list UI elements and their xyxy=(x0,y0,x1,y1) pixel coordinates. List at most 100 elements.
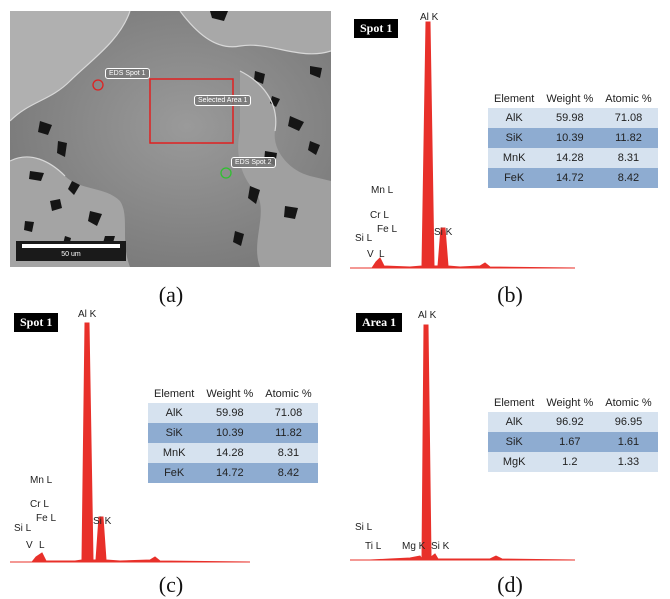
peak-label-mn-l: Mn L xyxy=(371,185,394,196)
peak-label-v: V xyxy=(367,249,374,260)
eds-spectrum-c: Spot 1 Al K Si K Mn L Cr L Fe L Si L V L… xyxy=(10,305,340,567)
peak-label-si-l: Si L xyxy=(14,523,32,534)
table-row: AlK 59.98 71.08 xyxy=(488,108,658,128)
column-header: Weight % xyxy=(546,93,594,105)
spectrum-badge: Area 1 xyxy=(356,313,403,332)
table-cell: 96.92 xyxy=(540,412,600,432)
spectrum-badge: Spot 1 xyxy=(354,19,399,38)
sem-micrograph: EDS Spot 1 Selected Area 1 EDS Spot 2 50… xyxy=(10,11,331,267)
column-header: Atomic % xyxy=(265,388,312,400)
peak-label-al-k: Al K xyxy=(78,309,97,320)
eds-spot-1-marker xyxy=(92,79,104,91)
table-cell: 59.98 xyxy=(540,108,600,128)
table-cell: FeK xyxy=(488,168,541,188)
column-header: Weight % xyxy=(546,397,594,409)
table-cell: SiK xyxy=(488,432,541,452)
spectrum-plot xyxy=(350,21,576,269)
table-row: SiK 10.39 11.82 xyxy=(148,423,318,443)
table-cell: 1.67 xyxy=(540,432,600,452)
table-cell: MnK xyxy=(148,443,201,463)
table-cell: 71.08 xyxy=(599,108,658,128)
table-row: AlK 96.92 96.95 xyxy=(488,412,658,432)
table-cell: 8.42 xyxy=(599,168,658,188)
table-header-row: Element Weight % Atomic % xyxy=(148,388,318,403)
table-cell: 10.39 xyxy=(540,128,600,148)
table-cell: SiK xyxy=(488,128,541,148)
table-cell: AlK xyxy=(488,412,541,432)
table-cell: 8.31 xyxy=(599,148,658,168)
scale-bar-label: 50 um xyxy=(61,251,81,258)
eds-spectrum-b: Spot 1 Al K Si K Mn L Cr L Fe L Si L V L… xyxy=(350,0,670,275)
table-cell: 14.28 xyxy=(540,148,600,168)
table-cell: 10.39 xyxy=(200,423,260,443)
peak-label-mn-l: Mn L xyxy=(30,475,53,486)
eds-spot-2-label: EDS Spot 2 xyxy=(231,157,276,168)
table-row: MgK 1.2 1.33 xyxy=(488,452,658,472)
peak-label-mg-k: Mg K xyxy=(402,541,426,552)
table-cell: 59.98 xyxy=(200,403,260,423)
peak-label-al-k: Al K xyxy=(418,310,437,321)
table-cell: 11.82 xyxy=(259,423,318,443)
column-header: Weight % xyxy=(206,388,254,400)
column-header: Atomic % xyxy=(605,93,652,105)
spectrum-plot xyxy=(10,322,251,563)
peak-label-cr-l: Cr L xyxy=(370,210,389,221)
table-cell: 14.28 xyxy=(200,443,260,463)
table-cell: 8.42 xyxy=(259,463,318,483)
table-cell: MnK xyxy=(488,148,541,168)
eds-spectrum-d: Area 1 Al K Mg K Si K Si L Ti L Element … xyxy=(350,305,670,567)
composition-table: Element Weight % Atomic % AlK 96.92 96.95 … xyxy=(488,397,658,472)
table-cell: AlK xyxy=(488,108,541,128)
selected-area-marker xyxy=(149,78,234,144)
caption-d: (d) xyxy=(497,572,523,597)
table-header-row: Element Weight % Atomic % xyxy=(488,93,658,108)
composition-table: Element Weight % Atomic % AlK 59.98 71.08 … xyxy=(148,388,318,483)
peak-label-si-k: Si K xyxy=(93,516,112,527)
peak-label-fe-l: Fe L xyxy=(36,513,57,524)
peak-label-si-l: Si L xyxy=(355,522,373,533)
peak-label-cr-l: Cr L xyxy=(30,499,49,510)
selected-area-label: Selected Area 1 xyxy=(194,95,252,106)
table-cell: 1.61 xyxy=(599,432,658,452)
sem-image xyxy=(10,11,331,267)
table-cell: 71.08 xyxy=(259,403,318,423)
peak-label-fe-l: Fe L xyxy=(377,224,398,235)
peak-label-si-l: Si L xyxy=(355,233,373,244)
table-cell: 8.31 xyxy=(259,443,318,463)
column-header: Element xyxy=(154,388,195,400)
spectrum-plot xyxy=(350,324,576,561)
spectrum-trace xyxy=(10,322,251,563)
table-row: SiK 10.39 11.82 xyxy=(488,128,658,148)
table-row: SiK 1.67 1.61 xyxy=(488,432,658,452)
peak-label-si-k: Si K xyxy=(431,541,450,552)
spectrum-trace xyxy=(350,324,576,561)
peak-label-ti-l: Ti L xyxy=(365,541,382,552)
table-row: AlK 59.98 71.08 xyxy=(148,403,318,423)
table-row: FeK 14.72 8.42 xyxy=(148,463,318,483)
table-cell: 1.33 xyxy=(599,452,658,472)
table-cell: FeK xyxy=(148,463,201,483)
table-cell: 14.72 xyxy=(540,168,600,188)
composition-table: Element Weight % Atomic % AlK 59.98 71.08 … xyxy=(488,93,658,188)
peak-label-l: L xyxy=(39,540,45,551)
table-row: MnK 14.28 8.31 xyxy=(148,443,318,463)
spectrum-trace xyxy=(350,21,576,269)
peak-label-si-k: Si K xyxy=(434,227,453,238)
table-row: MnK 14.28 8.31 xyxy=(488,148,658,168)
peak-label-al-k: Al K xyxy=(420,12,439,23)
table-cell: 11.82 xyxy=(599,128,658,148)
column-header: Element xyxy=(494,93,535,105)
table-cell: 96.95 xyxy=(599,412,658,432)
caption-a: (a) xyxy=(158,282,184,307)
table-cell: 1.2 xyxy=(540,452,600,472)
column-header: Atomic % xyxy=(605,397,652,409)
eds-spot-1-label: EDS Spot 1 xyxy=(105,68,150,79)
eds-spot-2-marker xyxy=(220,167,232,179)
peak-label-v: V xyxy=(26,540,33,551)
column-header: Element xyxy=(494,397,535,409)
caption-c: (c) xyxy=(158,572,184,597)
table-cell: AlK xyxy=(148,403,201,423)
table-cell: MgK xyxy=(488,452,541,472)
caption-b: (b) xyxy=(497,282,523,307)
table-row: FeK 14.72 8.42 xyxy=(488,168,658,188)
